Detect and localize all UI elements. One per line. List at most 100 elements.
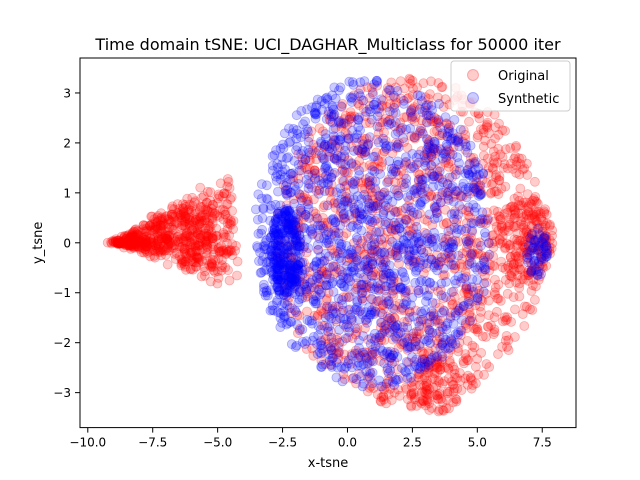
data-point-original [158, 220, 169, 231]
data-point-original [147, 224, 158, 235]
data-point-synthetic [370, 201, 381, 212]
data-point-original [199, 266, 210, 277]
data-point-original [160, 211, 171, 222]
data-point-synthetic [356, 209, 367, 220]
data-point-synthetic [369, 79, 380, 90]
data-point-original [121, 234, 131, 244]
y-tick-label: 0 [63, 236, 71, 250]
data-point-original [213, 193, 224, 204]
data-point-synthetic [271, 145, 282, 156]
data-point-original [115, 237, 125, 248]
data-point-synthetic [472, 293, 483, 303]
data-point-original [168, 224, 179, 235]
data-point-synthetic [455, 325, 466, 336]
data-point-synthetic [461, 236, 472, 247]
data-point-original [452, 343, 463, 353]
data-point-original [161, 230, 172, 241]
data-point-original [132, 241, 143, 252]
data-point-original [164, 216, 175, 227]
data-point-synthetic [304, 212, 315, 223]
data-point-original [500, 315, 511, 326]
data-point-synthetic [382, 177, 393, 188]
data-point-original [390, 166, 401, 177]
data-point-original [220, 232, 231, 243]
data-point-original [382, 226, 393, 237]
data-point-original [139, 226, 150, 237]
data-point-synthetic [439, 306, 450, 317]
data-point-original [128, 231, 139, 242]
data-point-original [130, 238, 141, 249]
data-point-synthetic [267, 305, 278, 315]
data-point-original [187, 256, 197, 267]
data-point-synthetic [539, 253, 549, 264]
data-point-original [490, 133, 500, 144]
data-point-original [160, 229, 171, 240]
data-point-original [219, 188, 230, 199]
data-point-original [194, 222, 205, 233]
data-point-synthetic [430, 314, 441, 325]
data-point-synthetic [413, 288, 424, 298]
data-point-original [162, 233, 173, 244]
data-point-original [192, 229, 203, 239]
data-point-original [405, 226, 416, 236]
data-point-original [530, 294, 540, 305]
data-point-original [185, 231, 196, 242]
data-point-original [176, 258, 187, 269]
data-point-original [183, 205, 194, 216]
data-point-original [193, 240, 204, 251]
y-tick-label: −2 [53, 336, 71, 350]
data-point-original [145, 251, 156, 262]
data-point-original [126, 239, 137, 250]
data-point-original [179, 243, 190, 254]
data-point-synthetic [290, 220, 301, 231]
data-point-original [127, 227, 138, 238]
data-point-original [221, 199, 232, 209]
data-point-original [140, 234, 151, 245]
series-original [102, 73, 558, 417]
data-point-original [182, 193, 193, 204]
data-point-synthetic [423, 110, 434, 121]
data-point-original [158, 218, 169, 229]
data-point-synthetic [392, 86, 403, 96]
data-point-original [117, 237, 128, 248]
data-point-synthetic [380, 219, 391, 230]
data-point-original [193, 257, 204, 268]
data-point-original [188, 256, 199, 267]
data-point-synthetic [411, 221, 422, 232]
data-point-original [141, 231, 152, 242]
data-point-synthetic [355, 77, 366, 88]
data-point-synthetic [461, 223, 472, 234]
data-point-original [207, 259, 218, 270]
data-point-original [206, 258, 217, 269]
data-point-original [411, 130, 422, 141]
data-point-original [182, 230, 193, 241]
data-point-synthetic [466, 250, 477, 261]
data-point-original [152, 217, 163, 228]
data-point-original [200, 239, 211, 250]
data-point-original [533, 240, 544, 251]
data-point-original [106, 238, 117, 249]
data-point-original [217, 260, 228, 271]
data-point-original [169, 216, 180, 227]
data-point-original [137, 243, 148, 254]
data-point-synthetic [425, 277, 436, 288]
data-point-synthetic [347, 125, 358, 136]
data-point-original [190, 215, 201, 226]
data-point-original [110, 237, 121, 248]
data-point-original [202, 250, 212, 261]
data-point-original [489, 109, 500, 120]
data-point-original [214, 191, 225, 202]
data-point-synthetic [385, 365, 396, 376]
data-point-original [191, 261, 202, 272]
data-point-original [138, 238, 149, 249]
data-point-original [161, 233, 172, 244]
data-point-original [212, 210, 223, 221]
data-point-synthetic [407, 352, 417, 363]
data-point-original [184, 207, 195, 218]
data-point-original [153, 236, 164, 247]
data-point-original [125, 238, 136, 249]
data-point-synthetic [294, 294, 305, 305]
data-point-synthetic [303, 243, 314, 254]
data-point-original [140, 244, 151, 255]
data-point-original [160, 245, 171, 256]
